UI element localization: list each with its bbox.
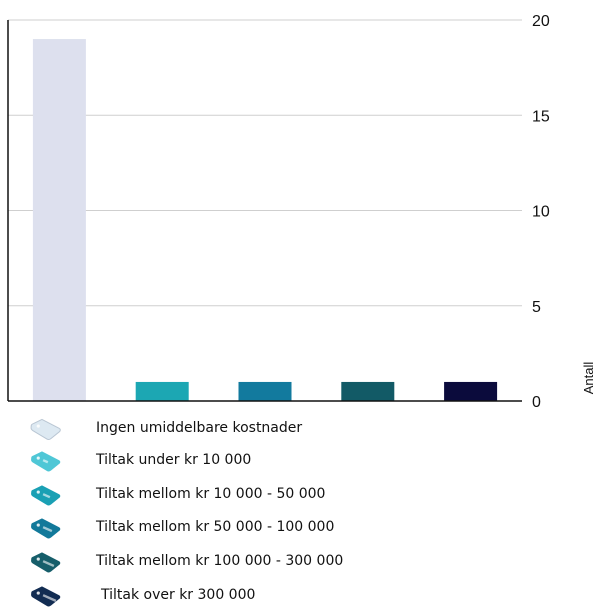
legend-label: Ingen umiddelbare kostnader xyxy=(96,420,303,436)
price-tag-icon xyxy=(31,485,61,506)
y-tick-label: 5 xyxy=(532,299,541,316)
y-tick-label: 15 xyxy=(532,108,550,125)
legend-label: Tiltak mellom kr 50 000 - 100 000 xyxy=(96,519,335,535)
legend-item: Tiltak under kr 10 000 xyxy=(0,448,597,474)
price-tag-icon xyxy=(31,586,61,607)
legend-item: Tiltak mellom kr 10 000 - 50 000 xyxy=(0,482,597,508)
bar xyxy=(444,381,498,401)
legend-item: Tiltak mellom kr 100 000 - 300 000 xyxy=(0,549,597,575)
bar xyxy=(238,381,292,401)
bar-chart: 0 5 10 15 20 Antall xyxy=(7,13,596,410)
axes xyxy=(7,20,522,402)
legend-item: Tiltak mellom kr 50 000 - 100 000 xyxy=(0,515,597,541)
legend-item: Tiltak over kr 300 000 xyxy=(0,583,597,609)
price-tag-icon xyxy=(30,418,61,441)
legend: Ingen umiddelbare kostnader Tiltak under… xyxy=(0,410,597,609)
legend-label: Tiltak over kr 300 000 xyxy=(101,587,256,603)
y-tick-label: 20 xyxy=(532,13,550,30)
bar xyxy=(135,381,189,401)
legend-label: Tiltak mellom kr 100 000 - 300 000 xyxy=(96,553,344,569)
bar xyxy=(32,39,86,402)
y-tick-label: 10 xyxy=(532,204,550,221)
y-tick-label: 0 xyxy=(532,394,541,410)
y-axis-label: Antall xyxy=(581,362,596,395)
legend-label: Tiltak under kr 10 000 xyxy=(96,452,252,468)
price-tag-icon xyxy=(31,451,61,472)
legend-item: Ingen umiddelbare kostnader xyxy=(0,416,597,442)
gridlines xyxy=(8,19,522,307)
y-tick-labels: 0 5 10 15 20 xyxy=(532,13,550,410)
price-tag-icon xyxy=(31,518,61,539)
bars xyxy=(32,39,498,402)
bar xyxy=(341,381,395,401)
price-tag-icon xyxy=(31,552,61,573)
legend-label: Tiltak mellom kr 10 000 - 50 000 xyxy=(96,486,326,502)
